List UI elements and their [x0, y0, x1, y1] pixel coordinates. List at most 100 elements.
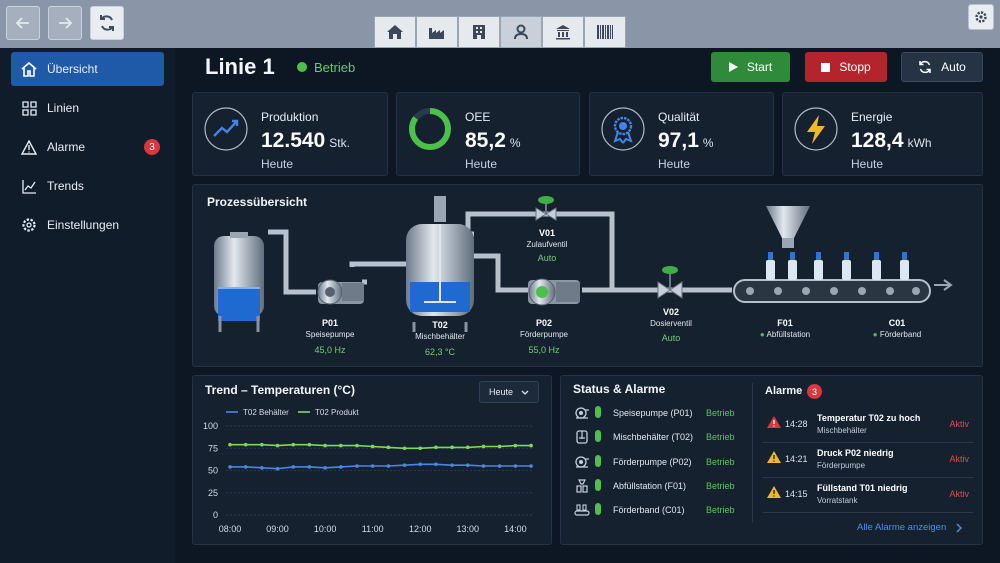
range-dropdown[interactable]: Heute: [479, 381, 539, 403]
status-dot: [297, 62, 307, 72]
data-point: [228, 442, 232, 447]
kpi-sub: Heute: [851, 157, 884, 171]
data-point: [323, 443, 327, 448]
data-point: [228, 465, 232, 469]
status-row: Speisepumpe (P01) Betrieb: [573, 404, 743, 422]
data-point: [355, 464, 359, 468]
sidebar-item-settings[interactable]: Einstellungen: [11, 208, 164, 242]
data-point: [402, 463, 407, 467]
status-value: Betrieb: [706, 505, 735, 515]
sidebar-item-alarms[interactable]: Alarme 3: [11, 130, 164, 164]
y-tick-label: 100: [203, 421, 218, 431]
forward-button[interactable]: [48, 6, 82, 40]
divider: [763, 512, 973, 513]
status-indicator: [595, 479, 605, 493]
settings-button[interactable]: [968, 4, 994, 30]
main-tabs: [374, 16, 626, 48]
valve-v02: [657, 266, 683, 299]
gear-icon: [21, 217, 37, 233]
alarm-row[interactable]: 14:15 Füllstand T01 niedrig Vorratstank …: [763, 483, 973, 515]
legend-label: T02 Behälter: [243, 408, 289, 417]
data-point: [529, 443, 533, 448]
tab-home[interactable]: [374, 16, 416, 48]
status-row: Förderband (C01) Betrieb: [573, 501, 743, 519]
data-point: [418, 446, 423, 451]
alarm-row[interactable]: 14:21 Druck P02 niedrig Förderpumpe Akti…: [763, 448, 973, 480]
warning-icon: [767, 451, 781, 463]
kpi-label: Qualität: [658, 110, 700, 124]
back-button[interactable]: [6, 6, 40, 40]
legend-label: T02 Produkt: [315, 408, 359, 417]
data-point: [370, 444, 375, 449]
divider: [763, 442, 973, 443]
data-point: [481, 444, 486, 449]
status-value: Betrieb: [706, 481, 735, 491]
pump-p01: [317, 279, 364, 305]
chevron-down-icon: [521, 390, 529, 395]
label-c01: C01 ● Förderband: [872, 318, 922, 339]
auto-button[interactable]: Auto: [901, 52, 983, 82]
start-button[interactable]: Start: [711, 52, 790, 82]
tab-institution[interactable]: [542, 16, 584, 48]
data-point: [465, 463, 470, 467]
conveyor-c01: [733, 252, 953, 303]
data-point: [529, 464, 533, 468]
filler-f01: [766, 206, 810, 248]
data-point: [323, 466, 327, 470]
sidebar-item-trends[interactable]: Trends: [11, 169, 164, 203]
pipes: [268, 211, 732, 295]
alarm-time: 14:28: [785, 419, 808, 429]
kpi-card-quality: Qualität 97,1% Heute: [589, 92, 774, 176]
alarms-title: Alarme: [765, 385, 803, 397]
data-point: [275, 443, 280, 448]
conveyor-icon: [573, 504, 591, 516]
data-point: [497, 444, 502, 449]
data-point: [450, 445, 454, 450]
tab-operator[interactable]: [500, 16, 542, 48]
operator-icon: [514, 24, 528, 40]
sidebar-item-overview[interactable]: Übersicht: [11, 52, 164, 86]
sidebar-item-lines[interactable]: Linien: [11, 91, 164, 125]
data-point: [481, 464, 486, 468]
data-point: [513, 464, 518, 468]
x-tick-label: 09:00: [266, 524, 289, 534]
alarm-time: 14:21: [785, 454, 808, 464]
data-point: [513, 443, 518, 448]
data-point: [386, 464, 391, 468]
kpi-value: 128,4 kWh: [851, 129, 932, 152]
tab-barcode[interactable]: [584, 16, 626, 48]
show-all-label: Alle Alarme anzeigen: [857, 522, 947, 533]
alarm-time: 14:15: [785, 489, 808, 499]
alarm-message: Füllstand T01 niedrig: [817, 483, 908, 493]
status-value: Betrieb: [706, 408, 735, 418]
status-title: Status & Alarme: [573, 382, 666, 396]
status-name: Förderpumpe (P02): [613, 457, 692, 467]
data-point: [243, 465, 248, 469]
refresh-button[interactable]: [90, 6, 124, 40]
status-name: Förderband (C01): [613, 505, 685, 515]
label-v02: V02 Dosierventil Auto: [650, 307, 692, 343]
page-title: Linie 1: [205, 54, 275, 79]
data-point: [370, 464, 375, 468]
tank-icon: [573, 430, 591, 444]
top-bar: [0, 0, 1000, 48]
y-tick-label: 0: [213, 510, 218, 520]
tab-factory[interactable]: [416, 16, 458, 48]
critical-warning-icon: [767, 416, 781, 428]
tab-building[interactable]: [458, 16, 500, 48]
alarm-row[interactable]: 14:28 Temperatur T02 zu hoch Mischbehält…: [763, 413, 973, 445]
barcode-icon: [597, 25, 613, 39]
pump-icon: [573, 455, 591, 469]
refresh-icon: [918, 60, 932, 74]
range-value: Heute: [489, 387, 514, 397]
stop-button[interactable]: Stopp: [805, 52, 887, 82]
data-point: [307, 442, 312, 447]
show-all-alarms-link[interactable]: Alle Alarme anzeigen: [857, 522, 963, 533]
data-point: [450, 463, 454, 467]
trend-chart: 0 25 50 75 100 08:00 09:00 10:00 11:00 12:00 13:00…: [203, 408, 533, 534]
status-row: Mischbehälter (T02) Betrieb: [573, 428, 743, 446]
label-f01: F01 ● Abfüllstation: [759, 318, 811, 339]
x-tick-label: 08:00: [219, 524, 242, 534]
status-indicator: [595, 503, 605, 517]
arrow-right-icon: [59, 17, 73, 29]
